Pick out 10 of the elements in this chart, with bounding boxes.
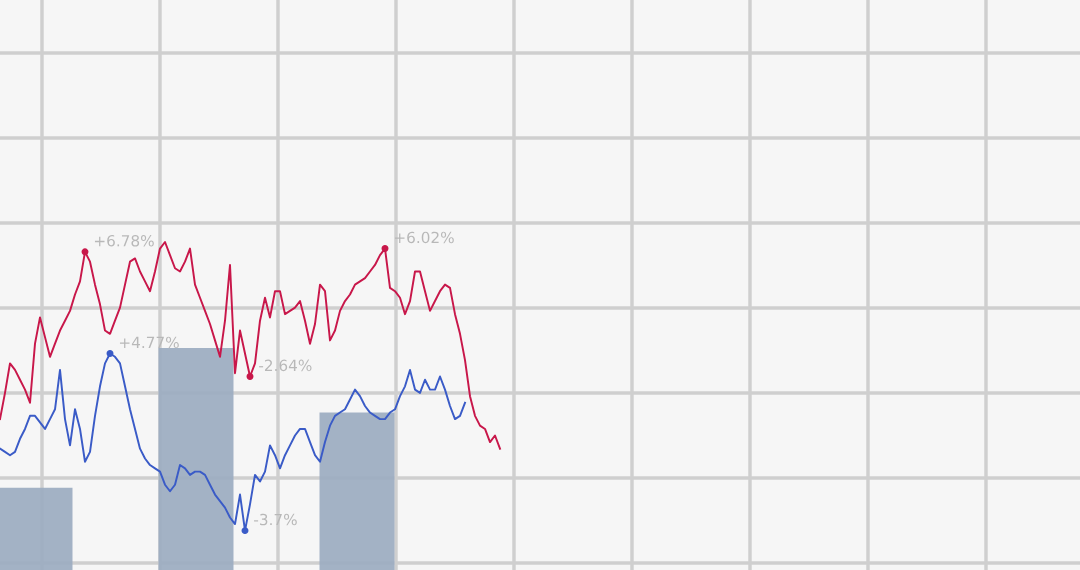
- annotation: -3.7%: [254, 513, 297, 526]
- annotation: -2.64%: [259, 359, 312, 372]
- point: [246, 373, 254, 380]
- annotation: +6.02%: [394, 231, 454, 244]
- annotation: +4.77%: [119, 336, 179, 349]
- point: [241, 527, 249, 535]
- point: [106, 350, 114, 357]
- point: [381, 245, 389, 253]
- point: [81, 248, 89, 256]
- annotation: +6.78%: [94, 234, 154, 247]
